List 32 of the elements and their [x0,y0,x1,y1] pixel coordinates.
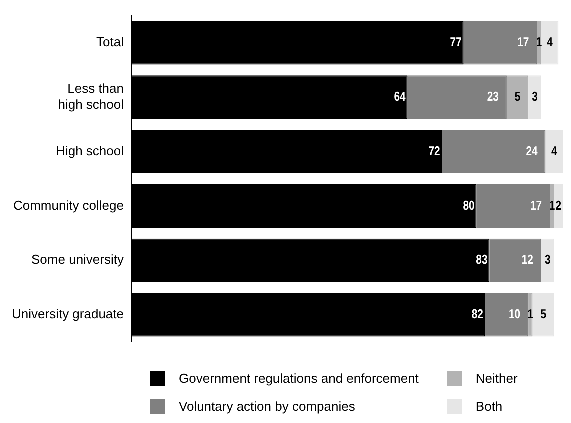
y-tick-label: Total [96,34,124,50]
data-label: 4 [551,144,558,159]
data-label: 1 [528,308,534,322]
y-tick-label: Community college [13,198,124,213]
y-tick-label: High school [56,143,124,158]
data-label: 80 [463,198,476,214]
legend-label: Neither [476,370,518,386]
data-label: 23 [487,90,500,104]
legend-label: Both [476,398,503,414]
data-label: 82 [472,308,484,322]
data-label: 10 [508,308,521,322]
data-label: 12 [522,253,534,268]
data-label: 83 [476,253,488,268]
data-label: 1 [536,36,543,50]
data-label: 17 [518,36,530,50]
data-label: 72 [428,144,441,159]
data-label: 2 [556,198,562,214]
data-label: 4 [547,36,554,50]
data-label: 64 [394,90,406,104]
y-tick-label: University graduate [12,306,124,322]
data-label: 17 [530,198,542,214]
data-label: 3 [532,90,538,104]
legend-label: Voluntary action by companies [179,398,356,414]
data-label: 5 [514,90,522,104]
y-tick-label: Some university [32,252,124,268]
data-label: 5 [540,308,547,322]
data-label: 1 [549,198,556,214]
data-label: 77 [450,36,462,50]
legend-label: Government regulations and enforcement [179,370,419,386]
y-tick-label: Less than high school [58,81,124,112]
data-label: 3 [545,253,552,268]
data-label: 24 [526,144,538,159]
